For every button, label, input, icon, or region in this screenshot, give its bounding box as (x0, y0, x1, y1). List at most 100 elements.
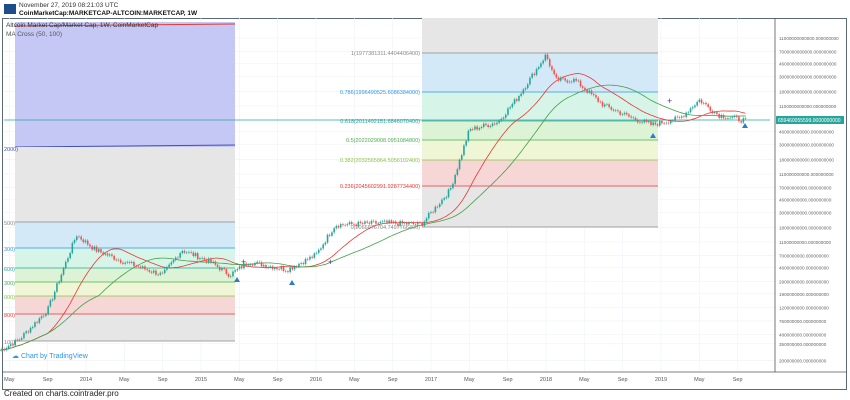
candle (31, 326, 34, 328)
candle (445, 197, 448, 199)
candle (713, 112, 716, 114)
candle (111, 254, 113, 256)
candle (623, 112, 626, 115)
candle (3, 348, 5, 351)
candle (113, 255, 115, 260)
candle (247, 264, 250, 266)
candle (36, 322, 38, 323)
candle (49, 300, 52, 307)
candle (159, 272, 162, 275)
candle (16, 339, 19, 341)
candle (630, 116, 632, 118)
fib-level-label: 000) (4, 295, 15, 301)
candle (172, 260, 175, 263)
candle (245, 263, 247, 266)
candle (474, 126, 476, 130)
candle (284, 270, 287, 272)
candle (669, 121, 672, 124)
fib-zone (422, 92, 658, 121)
candle (271, 266, 274, 270)
candle (590, 90, 593, 95)
candle (599, 101, 602, 103)
candle (423, 221, 426, 226)
candle (313, 253, 316, 258)
candle (619, 111, 621, 115)
candle (628, 114, 630, 117)
candle (249, 264, 252, 266)
candle (295, 266, 298, 268)
candle (405, 222, 408, 225)
y-tick-label: 110000000000.000000000 (779, 172, 834, 177)
candle (9, 344, 12, 346)
candle (654, 122, 657, 125)
fib-level-label: 300) (4, 281, 15, 287)
candle (194, 253, 197, 257)
candle (328, 234, 331, 236)
indicator-legend[interactable]: MA Cross (50, 100) (6, 31, 62, 38)
fib-zone (15, 314, 235, 341)
candle (12, 344, 14, 346)
candle (504, 114, 507, 118)
candle (38, 318, 41, 323)
candle (282, 266, 285, 271)
candle (137, 266, 140, 267)
candle (632, 117, 635, 119)
candle (124, 262, 126, 264)
candle (69, 253, 71, 259)
candle (97, 249, 100, 252)
candle (289, 267, 291, 273)
fib-zone (15, 282, 235, 296)
candle (163, 269, 166, 273)
candle (146, 269, 148, 271)
candle (647, 121, 650, 123)
fib-retracement-right (422, 18, 658, 227)
candle (25, 331, 27, 334)
candle (584, 87, 586, 90)
x-tick-label: Sep (503, 377, 513, 383)
candle (71, 242, 74, 254)
candle (262, 264, 265, 267)
y-tick-label: 11000000000000.000000000 (779, 36, 839, 41)
candle (575, 78, 577, 81)
candle (544, 54, 547, 61)
candle (183, 250, 186, 253)
fib-zone (422, 53, 658, 92)
fib-zone (422, 140, 658, 160)
candle (104, 253, 107, 255)
candle (108, 254, 111, 256)
candle (144, 266, 146, 270)
candle (729, 117, 731, 119)
candle (680, 116, 683, 118)
tradingview-attribution[interactable]: ☁ Chart by TradingView (12, 353, 88, 360)
candle (471, 129, 474, 130)
candle (650, 121, 652, 126)
candle (581, 86, 584, 88)
candle (610, 107, 613, 110)
candle (302, 263, 305, 265)
candle (126, 261, 129, 263)
y-tick-label: 1900000000.000000000 (779, 292, 829, 297)
fib-level-label: 800) (4, 313, 15, 319)
candle (280, 266, 283, 270)
candle (394, 221, 397, 224)
candle (383, 220, 386, 222)
fib-level (14, 23, 236, 27)
series-legend[interactable]: Altcoin Market Cap/Market Cap, 1W, CoinM… (6, 22, 159, 29)
candle (64, 261, 67, 269)
candle (229, 276, 232, 277)
fib-level-label: 0(2066876704.7497766400) (351, 225, 421, 231)
candle (106, 253, 109, 256)
candle (397, 223, 399, 226)
candle (469, 129, 472, 131)
candle (419, 222, 421, 224)
candle (150, 271, 153, 273)
candle (256, 261, 258, 263)
cross-marker-icon: + (241, 257, 246, 267)
candle (311, 256, 313, 258)
candle (273, 267, 276, 270)
candle (447, 189, 450, 198)
x-tick-label: 2014 (80, 377, 92, 383)
fib-level-label: 1(1977381311.4404406400) (351, 51, 420, 57)
candle (531, 73, 533, 78)
